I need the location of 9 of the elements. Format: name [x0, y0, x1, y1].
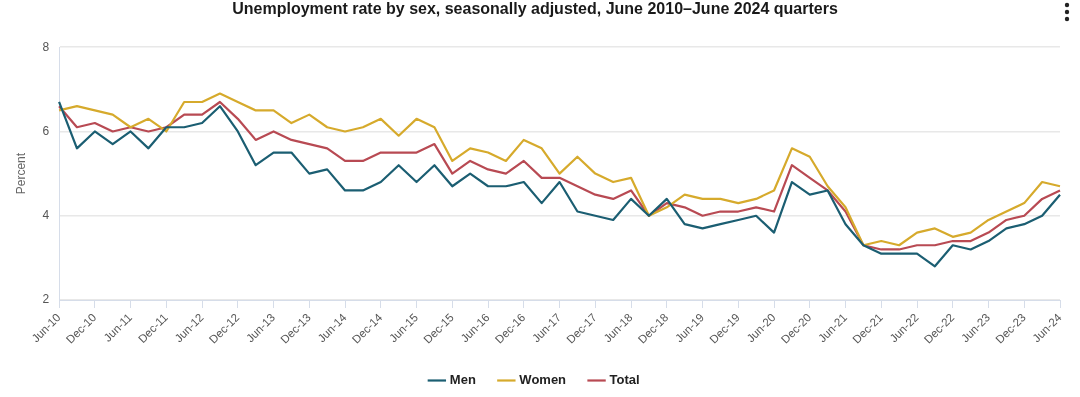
y-tick-label: 8 — [42, 39, 50, 54]
y-tick-label: 4 — [42, 208, 50, 223]
legend-label: Men — [449, 372, 476, 388]
y-tick-label: 6 — [42, 123, 50, 138]
y-axis-title: Percent — [13, 152, 28, 195]
legend-label: Total — [609, 372, 640, 388]
chart-title: Unemployment rate by sex, seasonally adjusted, June 2010–June 2024 quarters — [232, 0, 838, 18]
legend-label: Women — [519, 372, 567, 388]
y-tick-label: 2 — [42, 292, 50, 307]
